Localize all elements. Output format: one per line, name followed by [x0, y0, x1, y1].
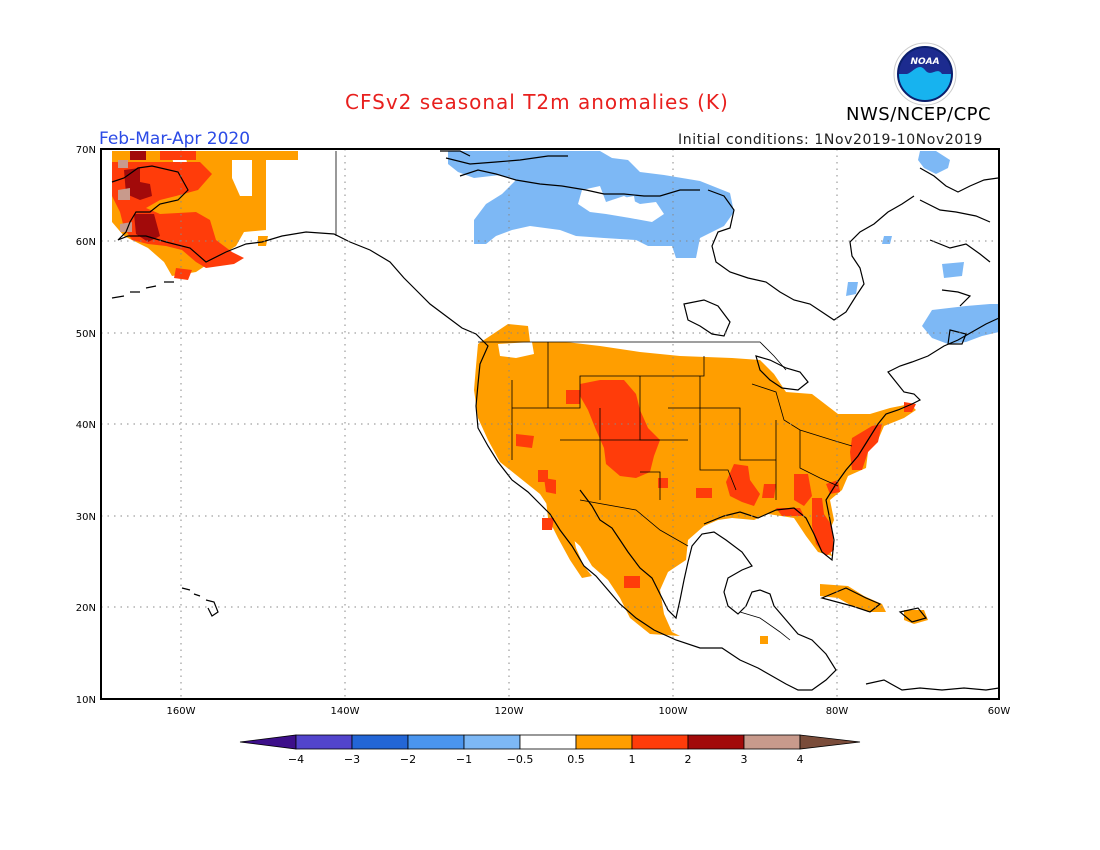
- anomaly-field: [111, 150, 999, 691]
- colorbar-swatch: [351, 734, 409, 750]
- colorbar-swatch: [687, 734, 745, 750]
- colorbar-label: −2: [400, 753, 416, 766]
- colorbar-swatch: [519, 734, 577, 750]
- lon-label: 140W: [331, 706, 360, 717]
- initial-conditions: Initial conditions: 1Nov2019-10Nov2019: [678, 132, 983, 148]
- colorbar-label: 2: [685, 753, 692, 766]
- longitude-labels: 160W 140W 120W 100W 80W 60W: [167, 706, 1011, 717]
- colorbar-swatch: [575, 734, 633, 750]
- cool-field-gaps: [578, 186, 664, 222]
- colorbar-label: 3: [741, 753, 748, 766]
- lon-label: 80W: [826, 706, 849, 717]
- colorbar-label: −4: [288, 753, 304, 766]
- lat-label: 70N: [76, 145, 96, 156]
- lat-label: 20N: [76, 603, 96, 614]
- gridlines: [101, 149, 999, 699]
- lon-label: 160W: [167, 706, 196, 717]
- colorbar-label: 4: [797, 753, 804, 766]
- colorbar-swatch: [799, 734, 861, 750]
- map-title: CFSv2 seasonal T2m anomalies (K): [345, 90, 729, 114]
- colorbar-swatch: [295, 734, 353, 750]
- cool-anomaly-regions: [448, 151, 999, 344]
- colorbar-swatch: [407, 734, 465, 750]
- lat-label: 60N: [76, 237, 96, 248]
- lat-label: 10N: [76, 695, 96, 706]
- lon-label: 60W: [988, 706, 1011, 717]
- colorbar-swatch: [631, 734, 689, 750]
- colorbar-label: −0.5: [507, 753, 534, 766]
- colorbar-label: −3: [344, 753, 360, 766]
- lat-label: 40N: [76, 420, 96, 431]
- colorbar-swatch: [239, 734, 297, 750]
- noaa-logo-text: NOAA: [910, 57, 940, 67]
- colorbar-label: 1: [629, 753, 636, 766]
- lat-label: 30N: [76, 512, 96, 523]
- latitude-labels: 70N 60N 50N 40N 30N 20N 10N: [76, 145, 96, 706]
- noaa-logo-icon: NOAA: [893, 42, 957, 106]
- colorbar-swatch: [743, 734, 801, 750]
- forecast-period: Feb-Mar-Apr 2020: [99, 129, 251, 149]
- warm-extreme-regions: [118, 160, 132, 232]
- lon-label: 120W: [495, 706, 524, 717]
- coastlines: [111, 150, 999, 691]
- agency-label: NWS/NCEP/CPC: [846, 104, 992, 125]
- colorbar-labels: −4 −3 −2 −1 −0.5 0.5 1 2 3 4: [288, 753, 804, 766]
- map-frame: [100, 148, 1000, 700]
- colorbar: −4 −3 −2 −1 −0.5 0.5 1 2 3 4: [239, 734, 861, 766]
- warm-very-strong-regions: [124, 151, 160, 242]
- political-borders: [335, 151, 853, 641]
- colorbar-label: 0.5: [567, 753, 585, 766]
- lon-label: 100W: [659, 706, 688, 717]
- colorbar-label: −1: [456, 753, 472, 766]
- colorbar-swatch: [463, 734, 521, 750]
- lat-label: 50N: [76, 329, 96, 340]
